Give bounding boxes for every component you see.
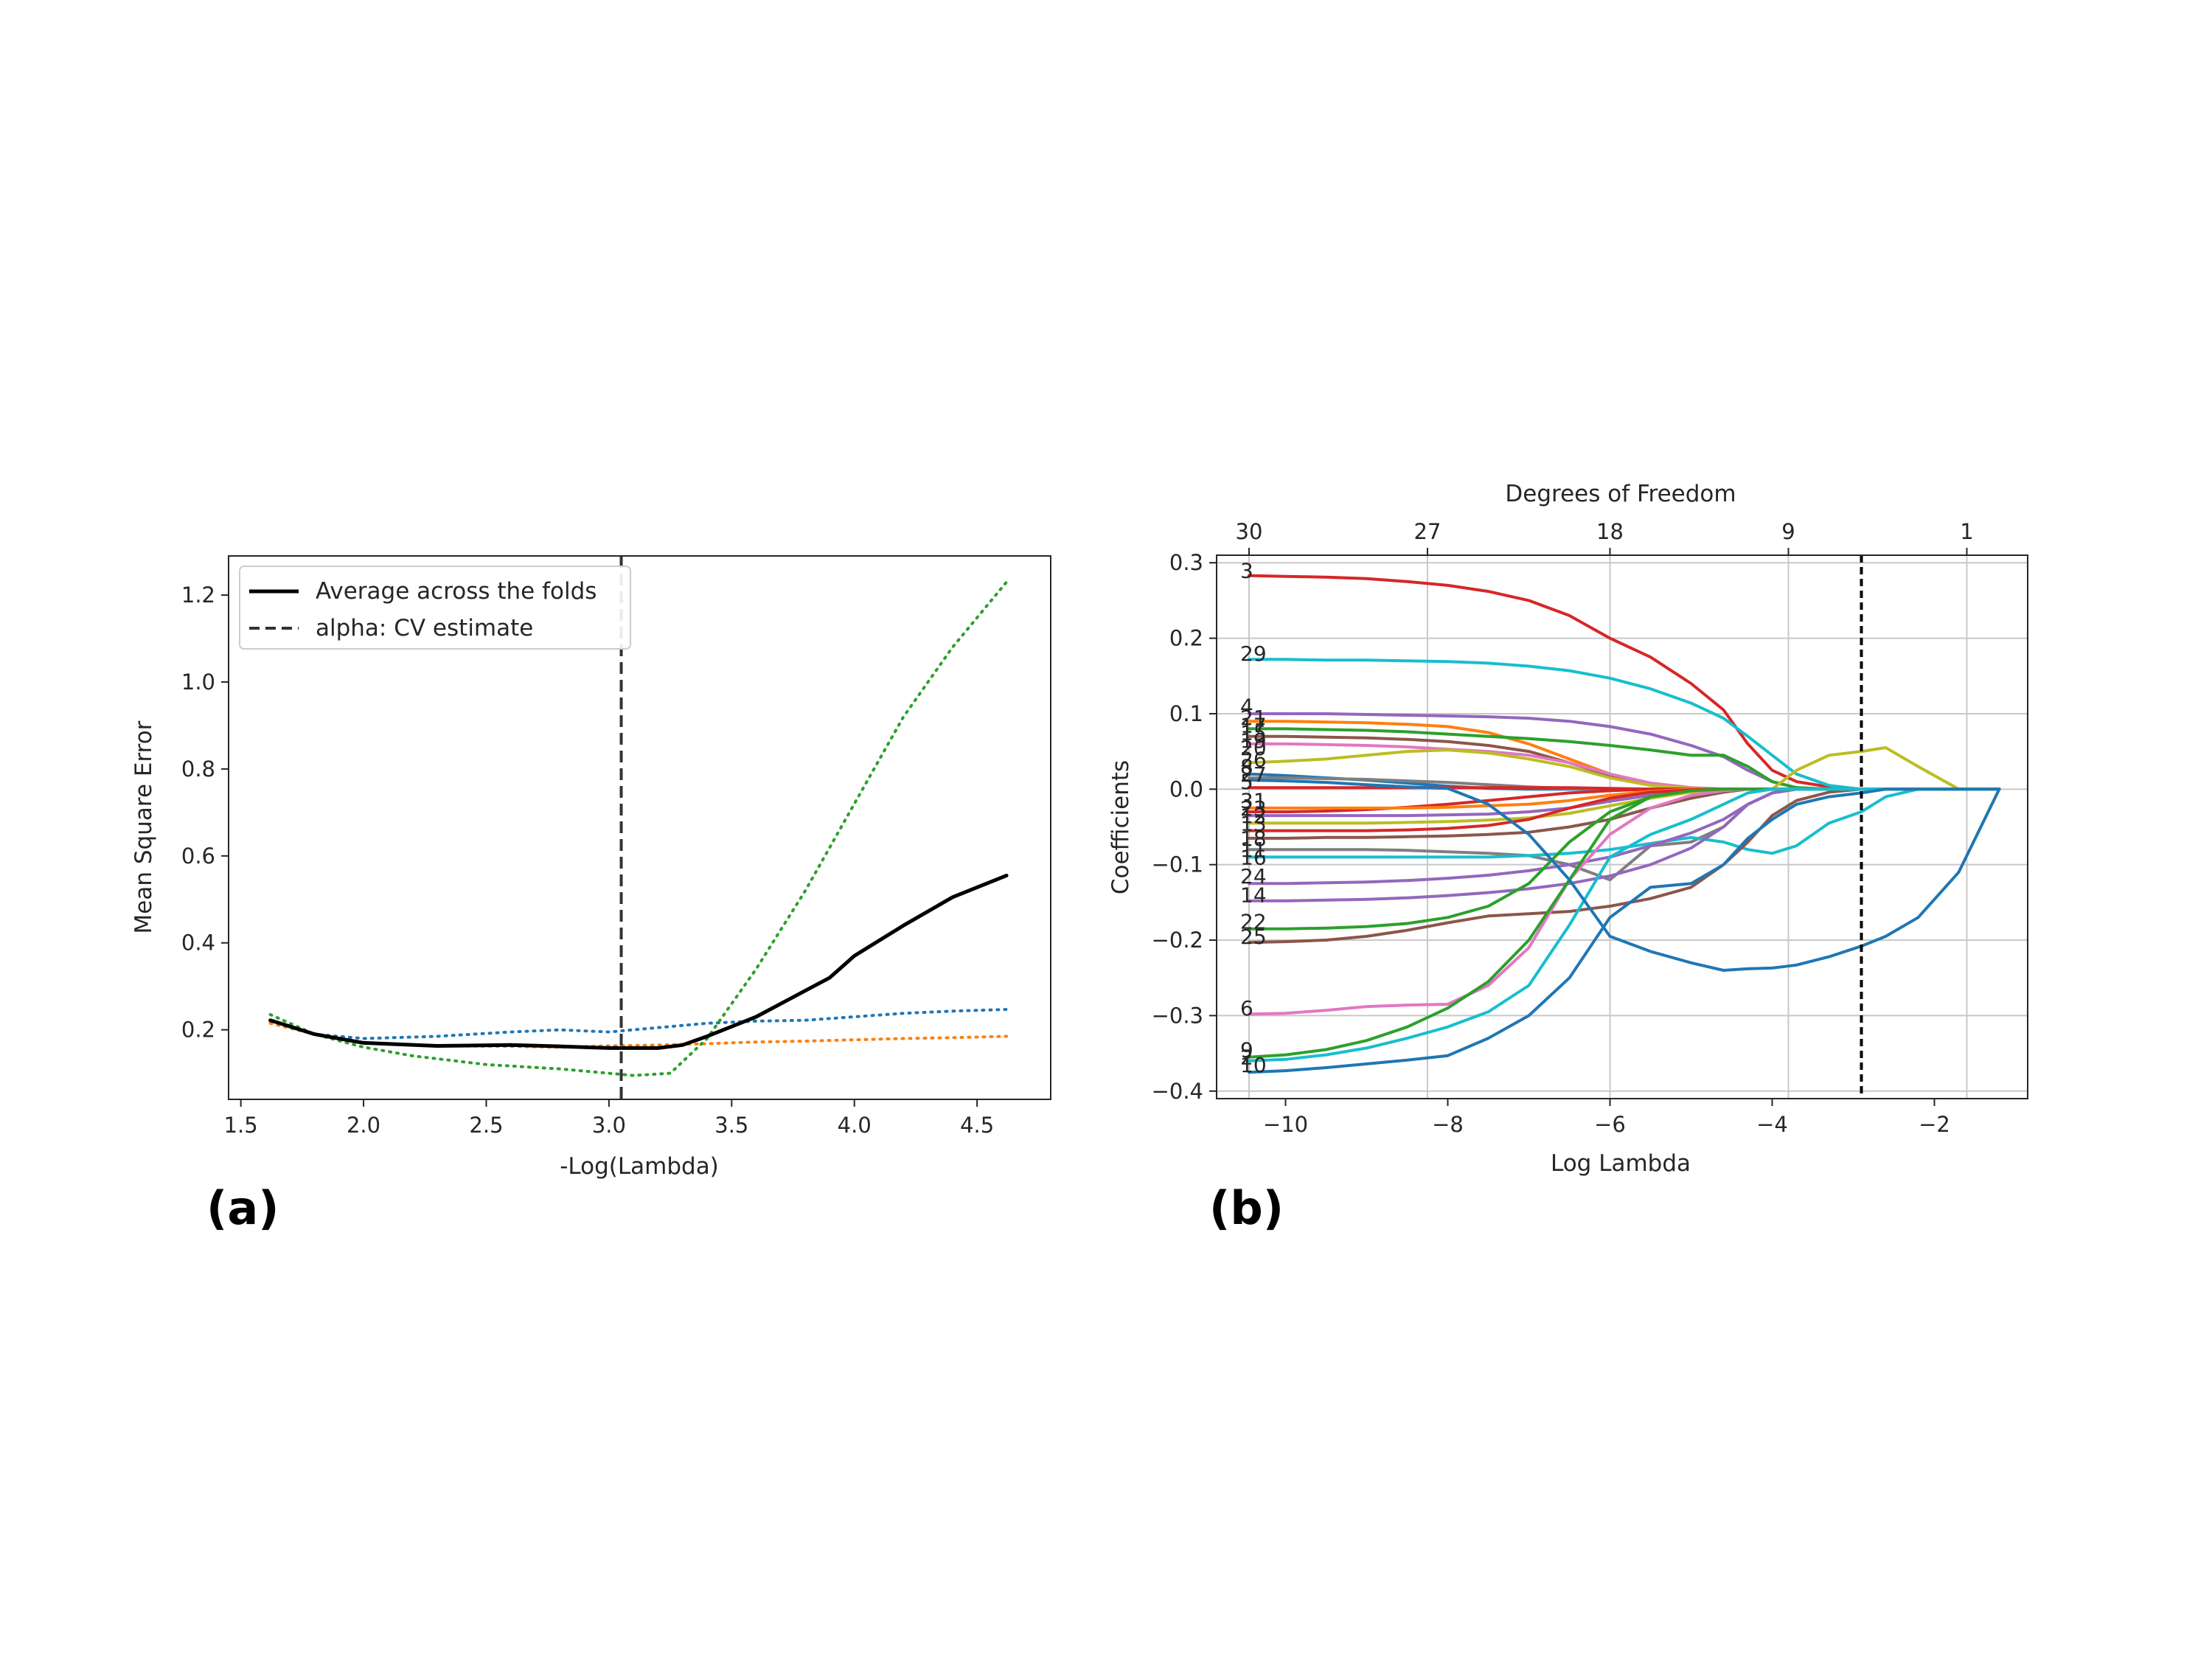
chart-b-coef-label: 2 [1240,1046,1253,1070]
chart-a-series-1 [268,1008,1009,1040]
chart-a-ytick-label: 0.6 [181,844,215,869]
chart-b-ytick-label: −0.3 [1152,1003,1203,1028]
chart-b-xtick-label: −6 [1594,1112,1626,1137]
chart-b-coef-label: 20 [1240,736,1267,760]
chart-b-top-tick-label: 27 [1414,519,1441,544]
chart-b-coef-label: 10 [1240,1053,1267,1077]
chart-b-coef-label: 18 [1240,827,1267,851]
chart-b-coef-label: 24 [1240,864,1267,888]
chart-b-coefficient-labels: 3294211715192026827531231213181116241422… [1240,558,1267,1077]
chart-b-series-10 [1248,787,2001,1074]
chart-b-coef-label: 5 [1240,770,1253,794]
chart-b-ylabel: Coefficients [1107,760,1134,894]
chart-a-frame [228,555,1051,1100]
chart-a-xtick-label: 1.5 [224,1113,258,1138]
chart-a-ytick-label: 1.0 [181,669,215,695]
chart-b-coef-label: 22 [1240,909,1267,933]
chart-b-frame [1216,554,2028,1099]
legend-average-label: Average across the folds [316,578,597,605]
chart-b-coef-label: 14 [1240,883,1267,908]
chart-b-xlabel: Log Lambda [1551,1150,1691,1177]
chart-a: 1.5 2.0 2.5 3.0 3.5 4.0 4.50.20.40.60.81.01.2 … [131,555,1051,1235]
chart-b-coef-label: 29 [1240,641,1267,666]
chart-b-series-2 [1248,787,2001,1062]
chart-b-xtick-label: −2 [1919,1112,1950,1137]
chart-b-coef-label: 15 [1240,721,1267,745]
chart-b-coef-label: 17 [1240,713,1267,737]
chart-b-coef-label: 19 [1240,728,1267,753]
panel-label-a: (a) [206,1181,279,1235]
chart-b-series-29 [1248,658,2001,791]
chart-a-lines [268,556,1009,1099]
chart-a-xlabel: -Log(Lambda) [560,1153,719,1180]
chart-a-ytick-label: 0.4 [181,931,215,956]
chart-b-series-26 [1248,746,2001,791]
chart-a-xtick-label: 4.5 [960,1113,994,1138]
chart-b-top-tick-label: 30 [1236,519,1263,544]
chart-b-coef-label: 9 [1240,1037,1253,1062]
chart-b-coef-label: 13 [1240,811,1267,835]
chart-a-ytick-label: 0.8 [181,757,215,782]
chart-b-xtick-label: −8 [1432,1112,1464,1137]
chart-b-top-tick-label: 9 [1781,519,1795,544]
chart-b-coef-label: 25 [1240,925,1267,949]
chart-a-series-3 [268,580,1009,1077]
chart-b-xtick-label: −4 [1756,1112,1788,1137]
chart-b-ticks: −10 −8 −6 −4 −2 30 27 18 9 1 0.3 0.2 0.1 0.0 −0.1 −0.2 −… [1152,519,1974,1137]
chart-b-top-xlabel: Degrees of Freedom [1505,481,1736,507]
chart-a-xtick-label: 2.5 [469,1113,503,1138]
chart-a-xtick-label: 2.0 [347,1113,380,1138]
chart-b-ytick-label: −0.2 [1152,928,1203,953]
chart-b-coef-label: 12 [1240,804,1267,828]
chart-b-ytick-label: 0.0 [1169,776,1203,801]
chart-a-xtick-label: 3.0 [592,1113,626,1138]
chart-b-lines [1248,555,2001,1099]
chart-a-ylabel: Mean Square Error [131,720,157,933]
chart-b-coef-label: 3 [1240,558,1253,582]
chart-b-coef-label: 16 [1240,845,1267,869]
legend-box [239,566,631,650]
chart-a-series-4 [268,873,1009,1050]
chart-b-ytick-label: −0.4 [1152,1079,1203,1104]
chart-b-coef-label: 31 [1240,789,1267,813]
chart-b-ytick-label: −0.1 [1152,852,1203,877]
chart-a-xtick-label: 3.5 [714,1113,748,1138]
chart-a-ytick-label: 1.2 [181,582,215,608]
chart-b-ytick-label: 0.2 [1169,626,1203,651]
chart-a-legend: Average across the folds alpha: CV estim… [239,566,631,650]
chart-b-series-dip [1248,779,2001,972]
chart-a-ticks: 1.5 2.0 2.5 3.0 3.5 4.0 4.5 0.2 0.4 0.6 0.8 1.0 1.2 [181,582,994,1138]
chart-b-series-20 [1248,742,2001,791]
chart-b-coef-label: 21 [1240,706,1267,730]
chart-b-coef-label: 23 [1240,796,1267,821]
chart-b-coef-label: 6 [1240,996,1253,1020]
chart-b-xtick-label: −10 [1263,1112,1308,1137]
chart-b-top-tick-label: 18 [1596,519,1624,544]
chart-a-xtick-label: 4.0 [838,1113,872,1138]
chart-b: −10 −8 −6 −4 −2 30 27 18 9 1 0.3 0.2 0.1 0.0 −0.1 −0.2 −… [1107,481,2028,1235]
panel-label-b: (b) [1209,1181,1284,1235]
chart-b-coef-label: 4 [1240,695,1253,719]
chart-b-coef-label: 26 [1240,747,1267,771]
chart-b-ytick-label: 0.3 [1169,550,1203,575]
chart-b-top-tick-label: 1 [1960,519,1973,544]
chart-a-ytick-label: 0.2 [181,1018,215,1043]
chart-b-coef-label: 11 [1240,838,1267,862]
chart-b-coef-label: 27 [1240,762,1267,787]
legend-alpha-label: alpha: CV estimate [316,615,533,641]
chart-b-ytick-label: 0.1 [1169,701,1203,726]
chart-b-grid [1217,555,2028,1099]
chart-b-coef-label: 8 [1240,755,1253,779]
